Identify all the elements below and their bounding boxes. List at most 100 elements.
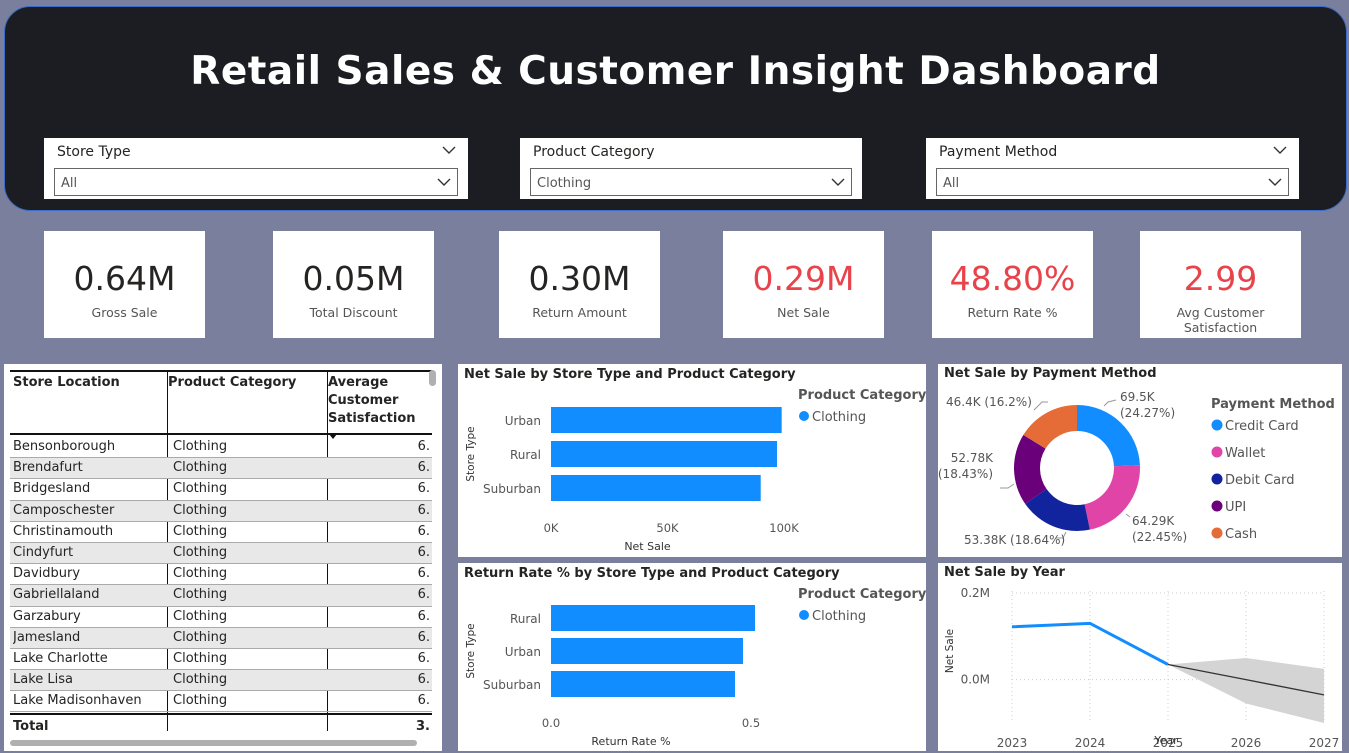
cell-product-category: Clothing	[173, 608, 228, 624]
slicer-payment-method[interactable]: Payment Method All	[926, 138, 1299, 199]
category-label: Suburban	[483, 482, 541, 496]
x-tick-label: 0K	[544, 521, 559, 535]
cell-store-location: Bridgesland	[13, 481, 91, 497]
x-tick-label: 2026	[1231, 736, 1262, 750]
cell-avg-satisfaction: 6.	[417, 566, 430, 582]
kpi-value: 0.05M	[302, 259, 405, 298]
kpi-card-net-sale: 0.29M Net Sale	[723, 231, 884, 338]
table-row[interactable]: Gabriellaland Clothing 6.	[10, 585, 432, 607]
donut-slice	[1025, 489, 1090, 531]
legend-label: UPI	[1225, 500, 1246, 515]
return-rate-bar-chart: Return Rate % by Store Type and Product …	[464, 566, 927, 748]
x-tick-label: 50K	[656, 521, 679, 535]
legend-title: Product Category	[798, 587, 926, 602]
bar	[551, 407, 782, 433]
table-row[interactable]: Davidbury Clothing 6.	[10, 564, 432, 586]
cell-store-location: Lake Charlotte	[13, 650, 108, 666]
forecast-line	[1167, 663, 1325, 696]
data-label: 46.4K (16.2%)	[946, 395, 1032, 409]
cell-store-location: Cindyfurt	[13, 544, 74, 560]
cell-product-category: Clothing	[173, 544, 228, 560]
column-header-avg-satisfaction[interactable]: Average Customer Satisfaction	[328, 374, 416, 446]
table-row[interactable]: Bensonborough Clothing 6.	[10, 437, 432, 459]
cell-avg-satisfaction: 6.	[417, 502, 430, 518]
data-label-percent: (18.43%)	[938, 467, 993, 481]
x-tick-label: 2025	[1153, 736, 1184, 750]
cell-product-category: Clothing	[173, 629, 228, 645]
total-value: 3.	[416, 719, 430, 734]
kpi-label: Avg Customer Satisfaction	[1176, 305, 1265, 335]
cell-product-category: Clothing	[173, 672, 228, 688]
table-row[interactable]: Lake Charlotte Clothing 6.	[10, 649, 432, 671]
legend-label: Clothing	[812, 410, 866, 425]
data-label-percent: (24.27%)	[1120, 406, 1175, 420]
table-row[interactable]: Lake Lisa Clothing 6.	[10, 670, 432, 692]
table-row[interactable]: Cindyfurt Clothing 6.	[10, 542, 432, 565]
y-tick-label: 0.2M	[961, 586, 990, 600]
cell-store-location: Lake Madisonhaven	[13, 693, 142, 709]
legend-label: Wallet	[1225, 446, 1265, 461]
legend-marker	[1211, 527, 1223, 539]
table-row[interactable]: Christinamouth Clothing 6.	[10, 522, 432, 543]
column-header-line: Satisfaction	[328, 411, 416, 426]
chevron-down-icon[interactable]	[1268, 175, 1282, 189]
x-axis-title: Year	[1153, 734, 1178, 747]
slicer-label: Product Category	[533, 144, 655, 160]
actual-line	[1011, 621, 1169, 666]
cell-product-category: Clothing	[173, 587, 228, 603]
chevron-down-icon[interactable]	[1273, 143, 1287, 157]
dropdown-value: All	[61, 176, 78, 191]
leader-line	[1125, 513, 1131, 518]
chart-net-sale-payment-method: Net Sale by Payment Method 69.5K (24.27%) 6…	[938, 364, 1342, 557]
bar	[551, 441, 778, 467]
slicer-label: Payment Method	[939, 144, 1058, 160]
legend-label: Credit Card	[1225, 419, 1299, 434]
kpi-label: Gross Sale	[91, 305, 158, 320]
kpi-card-gross-sale: 0.64M Gross Sale	[44, 231, 205, 338]
legend-marker	[1211, 419, 1223, 431]
slicer-product-category[interactable]: Product Category Clothing	[520, 138, 862, 199]
cell-avg-satisfaction: 6.	[417, 587, 430, 603]
horizontal-scrollbar[interactable]	[10, 740, 417, 746]
data-label: 69.5K	[1120, 390, 1156, 404]
cell-store-location: Bensonborough	[13, 439, 116, 454]
table-row[interactable]: Bridgesland Clothing 6.	[10, 479, 432, 501]
table-row[interactable]: Garzabury Clothing 6.	[10, 607, 432, 628]
cell-product-category: Clothing	[173, 650, 228, 666]
total-label: Total	[13, 719, 49, 734]
chevron-down-icon[interactable]	[437, 175, 451, 189]
table-row[interactable]: Jamesland Clothing 6.	[10, 627, 432, 649]
legend-marker	[1211, 500, 1223, 512]
store-type-dropdown[interactable]: All	[54, 168, 458, 196]
chevron-down-icon[interactable]	[831, 175, 845, 189]
cell-product-category: Clothing	[173, 481, 228, 497]
donut-slice	[1077, 405, 1140, 467]
table-row[interactable]: Brendafurt Clothing 6.	[10, 458, 432, 480]
leader-line	[1103, 399, 1117, 407]
forecast-confidence-band	[1168, 658, 1324, 723]
cell-store-location: Jamesland	[13, 629, 81, 645]
kpi-value: 48.80%	[949, 259, 1076, 298]
cell-avg-satisfaction: 6.	[417, 608, 430, 624]
table-row[interactable]: Camposchester Clothing 6.	[10, 500, 432, 522]
product-category-dropdown[interactable]: Clothing	[530, 168, 852, 196]
legend-label: Debit Card	[1225, 473, 1295, 488]
kpi-label: Return Rate %	[967, 305, 1058, 320]
column-header-product-category[interactable]: Product Category	[168, 375, 297, 390]
cell-store-location: Gabriellaland	[13, 587, 100, 603]
table-row[interactable]: Lake Madisonhaven Clothing 6.	[10, 691, 432, 713]
chart-title: Net Sale by Store Type and Product Categ…	[464, 367, 796, 382]
slicer-store-type[interactable]: Store Type All	[44, 138, 468, 199]
cell-product-category: Clothing	[173, 523, 228, 539]
dropdown-value: Clothing	[537, 176, 592, 191]
slicer-label: Store Type	[57, 144, 131, 160]
payment-method-dropdown[interactable]: All	[936, 168, 1289, 196]
cell-avg-satisfaction: 6.	[417, 650, 430, 666]
leader-line	[1056, 531, 1067, 539]
cell-avg-satisfaction: 6.	[417, 544, 430, 560]
column-header-store-location[interactable]: Store Location	[13, 375, 120, 390]
cell-avg-satisfaction: 6.	[417, 439, 430, 454]
vertical-scrollbar[interactable]	[429, 370, 436, 386]
chevron-down-icon[interactable]	[442, 143, 456, 157]
sort-descending-icon[interactable]	[328, 434, 338, 440]
